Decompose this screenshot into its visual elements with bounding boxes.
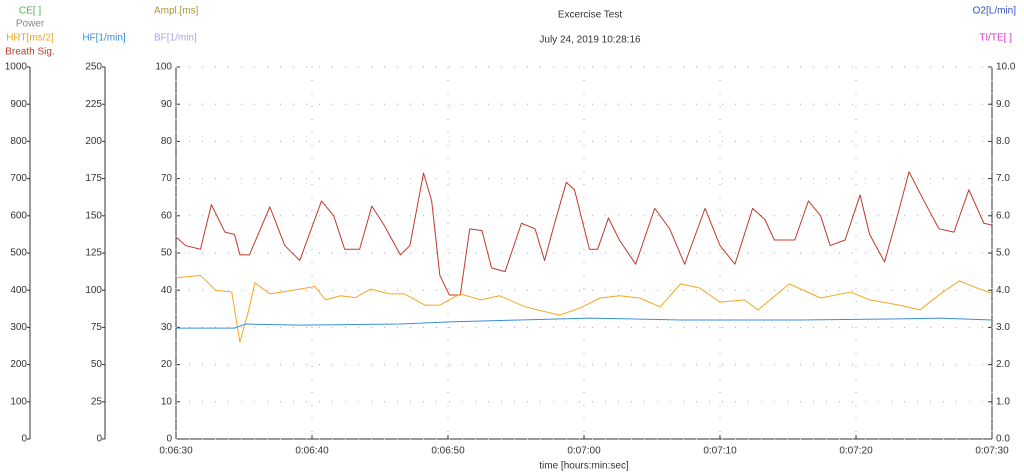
- series-line: [176, 317, 993, 329]
- y-tick-label: 200: [85, 136, 102, 147]
- y-tick-label: 75: [91, 322, 103, 333]
- chart-subtitle: July 24, 2019 10:28:16: [539, 35, 641, 46]
- y-tick-label: 200: [10, 359, 27, 370]
- y-tick-label: 125: [85, 248, 102, 259]
- y-tick-label: 25: [91, 396, 103, 407]
- x-tick-label: 0:06:30: [159, 446, 193, 457]
- y2-tick-label: 4.0: [996, 285, 1010, 296]
- y-tick-label: 20: [161, 359, 173, 370]
- y-tick-label: 400: [10, 285, 27, 296]
- y-tick-label: 50: [91, 359, 103, 370]
- x-axis-label: time [hours:min:sec]: [539, 461, 629, 472]
- y-tick-label: 30: [161, 322, 173, 333]
- y-tick-label: 150: [85, 210, 102, 221]
- y-tick-label: 100: [10, 396, 27, 407]
- y-tick-label: 90: [161, 99, 173, 110]
- y2-tick-label: 9.0: [996, 99, 1010, 110]
- y2-tick-label: 3.0: [996, 322, 1010, 333]
- y-tick-label: 500: [10, 248, 27, 259]
- y-tick-label: 700: [10, 173, 27, 184]
- y-tick-label: 300: [10, 322, 27, 333]
- y-tick-label: 0: [21, 434, 27, 445]
- legend-label: CE[ ]: [19, 6, 41, 17]
- y2-tick-label: 1.0: [996, 396, 1010, 407]
- chart-title: Excercise Test: [558, 10, 623, 21]
- legend-label: TI/TE[ ]: [979, 33, 1012, 44]
- y2-tick-label: 6.0: [996, 210, 1010, 221]
- y-tick-label: 250: [85, 62, 102, 73]
- legend-label: HRT[ms/2]: [6, 33, 54, 44]
- x-tick-label: 0:07:00: [567, 446, 601, 457]
- y-tick-label: 1000: [5, 62, 28, 73]
- y2-tick-label: 2.0: [996, 359, 1010, 370]
- y-tick-label: 10: [161, 396, 173, 407]
- legend-label: O2[L/min]: [973, 6, 1017, 17]
- x-tick-label: 0:07:10: [703, 446, 737, 457]
- series-line: [175, 274, 993, 343]
- y2-tick-label: 0.0: [996, 434, 1010, 445]
- y-tick-label: 60: [161, 210, 173, 221]
- y-tick-label: 175: [85, 173, 102, 184]
- y-tick-label: 0: [166, 434, 172, 445]
- y-tick-label: 70: [161, 173, 173, 184]
- legend-label: Power: [16, 19, 45, 30]
- x-tick-label: 0:07:20: [839, 446, 873, 457]
- legend-label: Ampl.[ms]: [154, 6, 199, 17]
- y-tick-label: 100: [155, 62, 172, 73]
- x-tick-label: 0:06:50: [431, 446, 465, 457]
- x-tick-label: 0:07:30: [975, 446, 1009, 457]
- y2-tick-label: 10.0: [996, 62, 1016, 73]
- y2-tick-label: 7.0: [996, 173, 1010, 184]
- series-line: [175, 171, 993, 296]
- y-tick-label: 0: [96, 434, 102, 445]
- legend-label: BF[1/min]: [154, 33, 197, 44]
- y-tick-label: 900: [10, 99, 27, 110]
- y-tick-label: 80: [161, 136, 173, 147]
- y-tick-label: 40: [161, 285, 173, 296]
- legend-label: Breath Sig.: [5, 47, 54, 58]
- y-tick-label: 800: [10, 136, 27, 147]
- y2-tick-label: 5.0: [996, 248, 1010, 259]
- x-tick-label: 0:06:40: [295, 446, 329, 457]
- y-tick-label: 50: [161, 248, 173, 259]
- legend-label: HF[1/min]: [82, 33, 126, 44]
- y2-tick-label: 8.0: [996, 136, 1010, 147]
- y-tick-label: 600: [10, 210, 27, 221]
- y-tick-label: 100: [85, 285, 102, 296]
- y-tick-label: 225: [85, 99, 102, 110]
